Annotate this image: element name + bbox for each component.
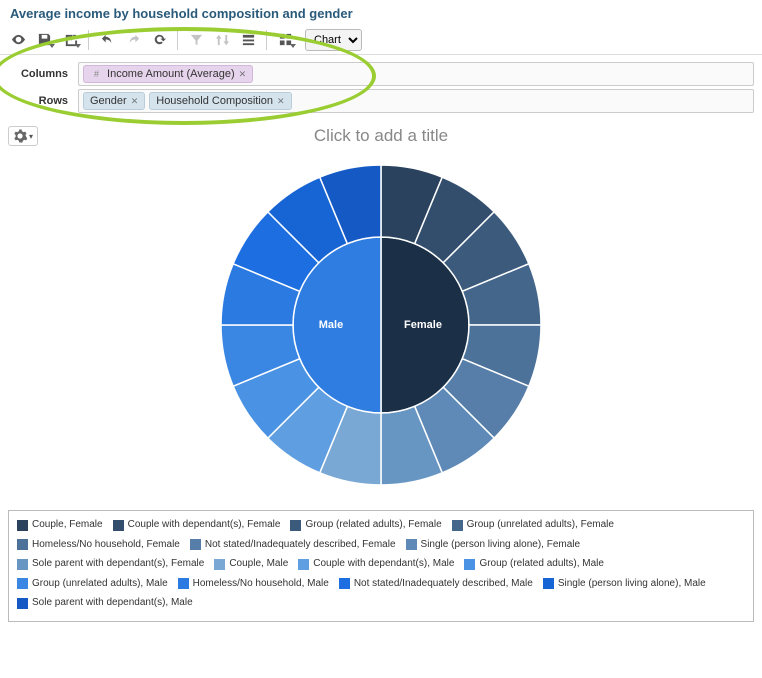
legend-label: Group (unrelated adults), Female bbox=[467, 517, 614, 533]
remove-pill-icon[interactable]: ✕ bbox=[131, 96, 139, 107]
legend-label: Couple, Male bbox=[229, 556, 288, 572]
toolbar-separator bbox=[266, 30, 267, 50]
legend-swatch bbox=[464, 559, 475, 570]
legend-swatch bbox=[113, 520, 124, 531]
inner-label: Female bbox=[404, 319, 442, 331]
legend-item[interactable]: Group (unrelated adults), Male bbox=[17, 576, 168, 592]
chart-canvas: Male Female bbox=[8, 150, 754, 500]
rows-shelf-row: Rows Gender ✕ Household Composition ✕ bbox=[8, 89, 754, 113]
legend-item[interactable]: Group (related adults), Female bbox=[290, 517, 441, 533]
legend-label: Single (person living alone), Female bbox=[421, 537, 581, 553]
toolbar: Chart bbox=[0, 25, 762, 55]
save-icon[interactable] bbox=[32, 29, 56, 51]
columns-shelf-row: Columns # Income Amount (Average) ✕ bbox=[8, 62, 754, 86]
pill-label: Gender bbox=[90, 95, 127, 107]
sunburst-chart: Male Female bbox=[191, 150, 571, 500]
redo-icon bbox=[121, 29, 145, 51]
chart-options-button[interactable]: ▾ bbox=[8, 126, 38, 146]
legend-label: Group (related adults), Male bbox=[479, 556, 604, 572]
legend-label: Group (unrelated adults), Male bbox=[32, 576, 168, 592]
legend-item[interactable]: Couple with dependant(s), Male bbox=[298, 556, 454, 572]
legend-item[interactable]: Single (person living alone), Male bbox=[543, 576, 706, 592]
legend-item[interactable]: Homeless/No household, Male bbox=[178, 576, 329, 592]
legend-item[interactable]: Couple, Male bbox=[214, 556, 288, 572]
sort-icon bbox=[210, 29, 234, 51]
legend-item[interactable]: Single (person living alone), Female bbox=[406, 537, 581, 553]
legend-item[interactable]: Not stated/Inadequately described, Femal… bbox=[190, 537, 396, 553]
legend-swatch bbox=[190, 539, 201, 550]
export-icon[interactable] bbox=[58, 29, 82, 51]
undo-icon[interactable] bbox=[95, 29, 119, 51]
legend-swatch bbox=[17, 559, 28, 570]
legend-swatch bbox=[298, 559, 309, 570]
legend-label: Sole parent with dependant(s), Female bbox=[32, 556, 204, 572]
refresh-icon[interactable] bbox=[147, 29, 171, 51]
legend-label: Couple with dependant(s), Female bbox=[128, 517, 281, 533]
rows-label: Rows bbox=[8, 95, 78, 107]
legend-item[interactable]: Group (unrelated adults), Female bbox=[452, 517, 614, 533]
legend-label: Homeless/No household, Female bbox=[32, 537, 180, 553]
legend-label: Sole parent with dependant(s), Male bbox=[32, 595, 193, 611]
props-icon[interactable] bbox=[273, 29, 297, 51]
legend-swatch bbox=[178, 578, 189, 589]
rows-dropzone[interactable]: Gender ✕ Household Composition ✕ bbox=[78, 89, 754, 113]
legend-label: Homeless/No household, Male bbox=[193, 576, 329, 592]
legend-item[interactable]: Group (related adults), Male bbox=[464, 556, 604, 572]
columns-label: Columns bbox=[8, 68, 78, 80]
legend-label: Not stated/Inadequately described, Femal… bbox=[205, 537, 396, 553]
layout-icon[interactable] bbox=[236, 29, 260, 51]
legend-swatch bbox=[17, 578, 28, 589]
remove-pill-icon[interactable]: ✕ bbox=[239, 69, 247, 80]
legend-swatch bbox=[17, 520, 28, 531]
measure-hash-icon: # bbox=[90, 68, 103, 80]
legend-swatch bbox=[214, 559, 225, 570]
filter-icon bbox=[184, 29, 208, 51]
legend-swatch bbox=[339, 578, 350, 589]
inner-label: Male bbox=[319, 319, 343, 331]
legend: Couple, Female Couple with dependant(s), … bbox=[8, 510, 754, 622]
legend-swatch bbox=[406, 539, 417, 550]
legend-item[interactable]: Couple with dependant(s), Female bbox=[113, 517, 281, 533]
legend-swatch bbox=[17, 598, 28, 609]
legend-label: Not stated/Inadequately described, Male bbox=[354, 576, 533, 592]
pill-household-composition[interactable]: Household Composition ✕ bbox=[149, 92, 291, 110]
legend-item[interactable]: Not stated/Inadequately described, Male bbox=[339, 576, 533, 592]
pill-gender[interactable]: Gender ✕ bbox=[83, 92, 145, 110]
toolbar-separator bbox=[177, 30, 178, 50]
legend-swatch bbox=[452, 520, 463, 531]
shelf-area: Columns # Income Amount (Average) ✕ Rows G… bbox=[0, 55, 762, 122]
legend-item[interactable]: Homeless/No household, Female bbox=[17, 537, 180, 553]
report-header: Average income by household composition … bbox=[0, 0, 762, 25]
toolbar-separator bbox=[88, 30, 89, 50]
legend-swatch bbox=[543, 578, 554, 589]
legend-label: Single (person living alone), Male bbox=[558, 576, 706, 592]
legend-item[interactable]: Sole parent with dependant(s), Male bbox=[17, 595, 193, 611]
preview-icon[interactable] bbox=[6, 29, 30, 51]
pill-income-amount-average-[interactable]: # Income Amount (Average) ✕ bbox=[83, 65, 253, 83]
pill-label: Household Composition bbox=[156, 95, 273, 107]
chart-area: ▾ Click to add a title Male Female bbox=[0, 122, 762, 504]
legend-item[interactable]: Sole parent with dependant(s), Female bbox=[17, 556, 204, 572]
pill-label: Income Amount (Average) bbox=[107, 68, 235, 80]
chart-title-placeholder[interactable]: Click to add a title bbox=[8, 126, 754, 146]
columns-dropzone[interactable]: # Income Amount (Average) ✕ bbox=[78, 62, 754, 86]
legend-label: Couple with dependant(s), Male bbox=[313, 556, 454, 572]
legend-swatch bbox=[17, 539, 28, 550]
legend-swatch bbox=[290, 520, 301, 531]
legend-label: Group (related adults), Female bbox=[305, 517, 441, 533]
remove-pill-icon[interactable]: ✕ bbox=[277, 96, 285, 107]
report-title: Average income by household composition … bbox=[10, 6, 752, 21]
legend-label: Couple, Female bbox=[32, 517, 103, 533]
visualization-type-select[interactable]: Chart bbox=[305, 29, 362, 51]
legend-item[interactable]: Couple, Female bbox=[17, 517, 103, 533]
